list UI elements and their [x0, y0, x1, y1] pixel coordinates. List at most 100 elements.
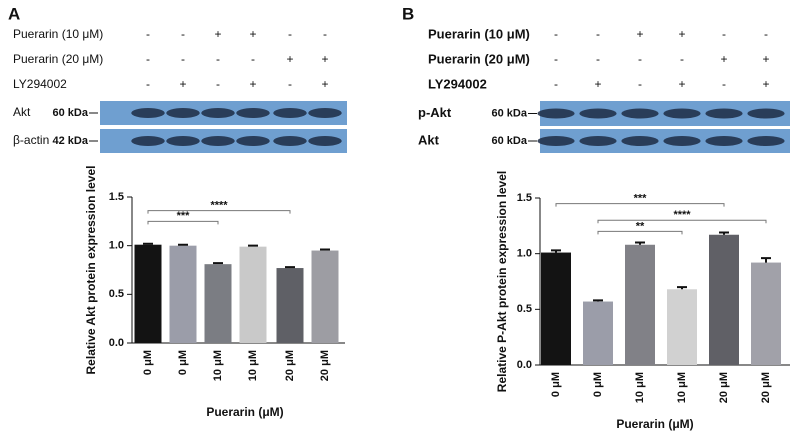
treatment-mark: - [288, 77, 292, 91]
y-tick-label: 0.0 [109, 337, 124, 349]
treatment-mark: + [762, 52, 769, 66]
treatment-mark: - [764, 27, 768, 41]
error-bar [761, 257, 771, 263]
treatment-mark: + [321, 77, 328, 91]
treatment-mark: + [594, 77, 601, 91]
blot-band [663, 108, 701, 119]
treatment-mark: - [146, 77, 150, 91]
blot-band [621, 136, 659, 146]
blot-size: 42 kDa [53, 135, 89, 147]
blot-band [166, 108, 200, 118]
blot-size: 60 kDa [53, 107, 89, 119]
treatment-mark: + [321, 52, 328, 66]
treatment-mark: + [249, 27, 256, 41]
panel-label: A [8, 4, 20, 23]
x-tick-label: 20 μM [319, 350, 331, 381]
x-tick-label: 0 μM [550, 372, 562, 397]
blot-label: p-Akt [418, 105, 452, 120]
x-tick-label: 10 μM [212, 350, 224, 381]
bar [239, 246, 267, 343]
blot-band [747, 108, 785, 119]
x-tick-label: 10 μM [676, 372, 688, 403]
x-tick-label: 10 μM [247, 350, 259, 381]
y-tick-label: 1.5 [517, 192, 532, 204]
blot-label: β-actin [13, 133, 49, 147]
error-bar [143, 242, 153, 245]
x-tick-label: 10 μM [634, 372, 646, 403]
y-tick-label: 0.5 [109, 288, 124, 300]
blot-band [201, 108, 235, 118]
y-tick-label: 1.0 [109, 240, 124, 252]
error-bar [677, 286, 687, 290]
y-axis-label: Relative Akt protein expression level [84, 166, 98, 375]
treatment-mark: - [554, 77, 558, 91]
treatment-mark: - [722, 77, 726, 91]
treatment-label: Puerarin (10 μM) [428, 26, 530, 41]
x-axis-label: Puerarin (μM) [616, 417, 693, 431]
blot-band [663, 136, 701, 146]
bar [204, 264, 232, 343]
error-bar [248, 244, 258, 247]
treatment-mark: - [596, 27, 600, 41]
treatment-mark: - [596, 52, 600, 66]
treatment-mark: - [638, 77, 642, 91]
blot-label: Akt [13, 105, 31, 119]
significance-label: *** [177, 210, 191, 222]
significance-bracket [147, 210, 291, 214]
significance-label: *** [634, 192, 648, 204]
blot-band [308, 108, 342, 118]
treatment-mark: - [216, 77, 220, 91]
treatment-mark: - [216, 52, 220, 66]
bar [311, 250, 339, 343]
treatment-mark: - [680, 52, 684, 66]
significance-bracket [597, 230, 683, 235]
x-tick-label: 0 μM [142, 350, 154, 375]
treatment-mark: + [762, 77, 769, 91]
treatment-mark: + [286, 52, 293, 66]
error-bar [178, 243, 188, 246]
treatment-mark: - [722, 27, 726, 41]
bar [134, 244, 162, 343]
significance-label: **** [210, 200, 228, 212]
blot-band [705, 108, 743, 119]
blot-band [236, 136, 270, 146]
y-tick-label: 1.0 [517, 248, 532, 260]
blot-band [236, 108, 270, 118]
blot-size: 60 kDa [492, 135, 528, 147]
treatment-label: Puerarin (10 μM) [13, 27, 103, 41]
y-axis-label: Relative P-Akt protein expression level [495, 171, 509, 392]
error-bar [285, 266, 295, 269]
blot-band [579, 108, 617, 119]
treatment-mark: + [636, 27, 643, 41]
treatment-mark: + [720, 52, 727, 66]
error-bar [635, 241, 645, 245]
x-axis-label: Puerarin (μM) [206, 405, 283, 419]
treatment-mark: - [554, 52, 558, 66]
bar [276, 268, 304, 343]
treatment-label: LY294002 [428, 76, 487, 91]
y-tick-label: 0.5 [517, 303, 532, 315]
bar [667, 289, 697, 365]
blot-band [131, 136, 165, 146]
treatment-mark: - [638, 52, 642, 66]
blot-label: Akt [418, 132, 440, 147]
x-tick-label: 20 μM [760, 372, 772, 403]
bar [169, 245, 197, 343]
treatment-mark: - [146, 27, 150, 41]
significance-bracket [555, 203, 725, 207]
error-bar [213, 262, 223, 265]
blot-band [537, 108, 575, 119]
y-tick-label: 0.0 [517, 359, 532, 371]
blot-band [537, 136, 575, 146]
y-tick-label: 1.5 [109, 191, 124, 203]
treatment-mark: - [251, 52, 255, 66]
x-tick-label: 0 μM [177, 350, 189, 375]
bar [583, 301, 613, 365]
treatment-mark: + [678, 77, 685, 91]
blot-band [273, 108, 307, 118]
error-bar [719, 231, 729, 235]
error-bar [320, 248, 330, 251]
blot-band [705, 136, 743, 146]
treatment-mark: - [146, 52, 150, 66]
